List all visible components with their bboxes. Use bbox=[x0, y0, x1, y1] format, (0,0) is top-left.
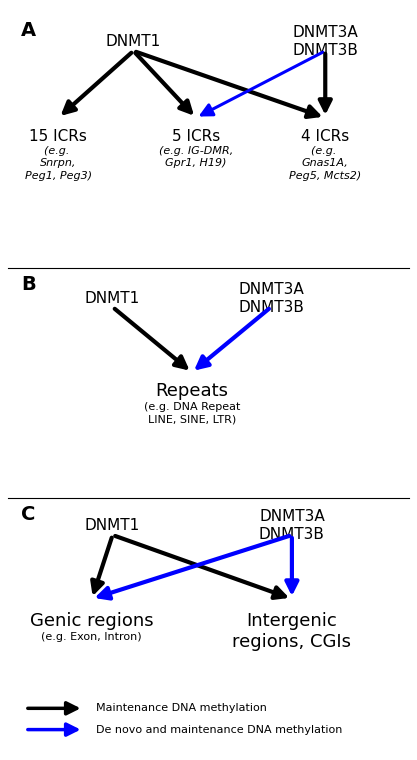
Text: Repeats: Repeats bbox=[155, 382, 229, 401]
Text: DNMT3A
DNMT3B: DNMT3A DNMT3B bbox=[238, 282, 304, 315]
Text: 5 ICRs: 5 ICRs bbox=[172, 129, 220, 144]
Text: (e.g. DNA Repeat
LINE, SINE, LTR): (e.g. DNA Repeat LINE, SINE, LTR) bbox=[143, 402, 240, 424]
Text: (e.g. 
Gnas1A,
Peg5, Mcts2): (e.g. Gnas1A, Peg5, Mcts2) bbox=[289, 146, 362, 181]
Text: De novo and maintenance DNA methylation: De novo and maintenance DNA methylation bbox=[96, 724, 342, 735]
Text: B: B bbox=[21, 275, 35, 294]
Text: Genic regions: Genic regions bbox=[30, 612, 153, 630]
Text: DNMT3A
DNMT3B: DNMT3A DNMT3B bbox=[292, 25, 358, 59]
Text: (e.g. Exon, Intron): (e.g. Exon, Intron) bbox=[41, 632, 142, 641]
Text: DNMT3A
DNMT3B: DNMT3A DNMT3B bbox=[259, 509, 325, 543]
Text: 4 ICRs: 4 ICRs bbox=[301, 129, 349, 144]
Text: DNMT1: DNMT1 bbox=[106, 34, 161, 49]
Text: A: A bbox=[21, 21, 36, 40]
Text: 15 ICRs: 15 ICRs bbox=[30, 129, 87, 144]
Text: Maintenance DNA methylation: Maintenance DNA methylation bbox=[96, 703, 267, 714]
Text: DNMT1: DNMT1 bbox=[85, 291, 140, 306]
Text: (e.g. IG-DMR,
Gpr1, H19): (e.g. IG-DMR, Gpr1, H19) bbox=[159, 146, 233, 168]
Text: C: C bbox=[21, 505, 35, 524]
Text: Intergenic
regions, CGIs: Intergenic regions, CGIs bbox=[232, 612, 352, 651]
Text: (e.g. 
Snrpn,
Peg1, Peg3): (e.g. Snrpn, Peg1, Peg3) bbox=[25, 146, 92, 181]
Text: DNMT1: DNMT1 bbox=[85, 518, 140, 534]
